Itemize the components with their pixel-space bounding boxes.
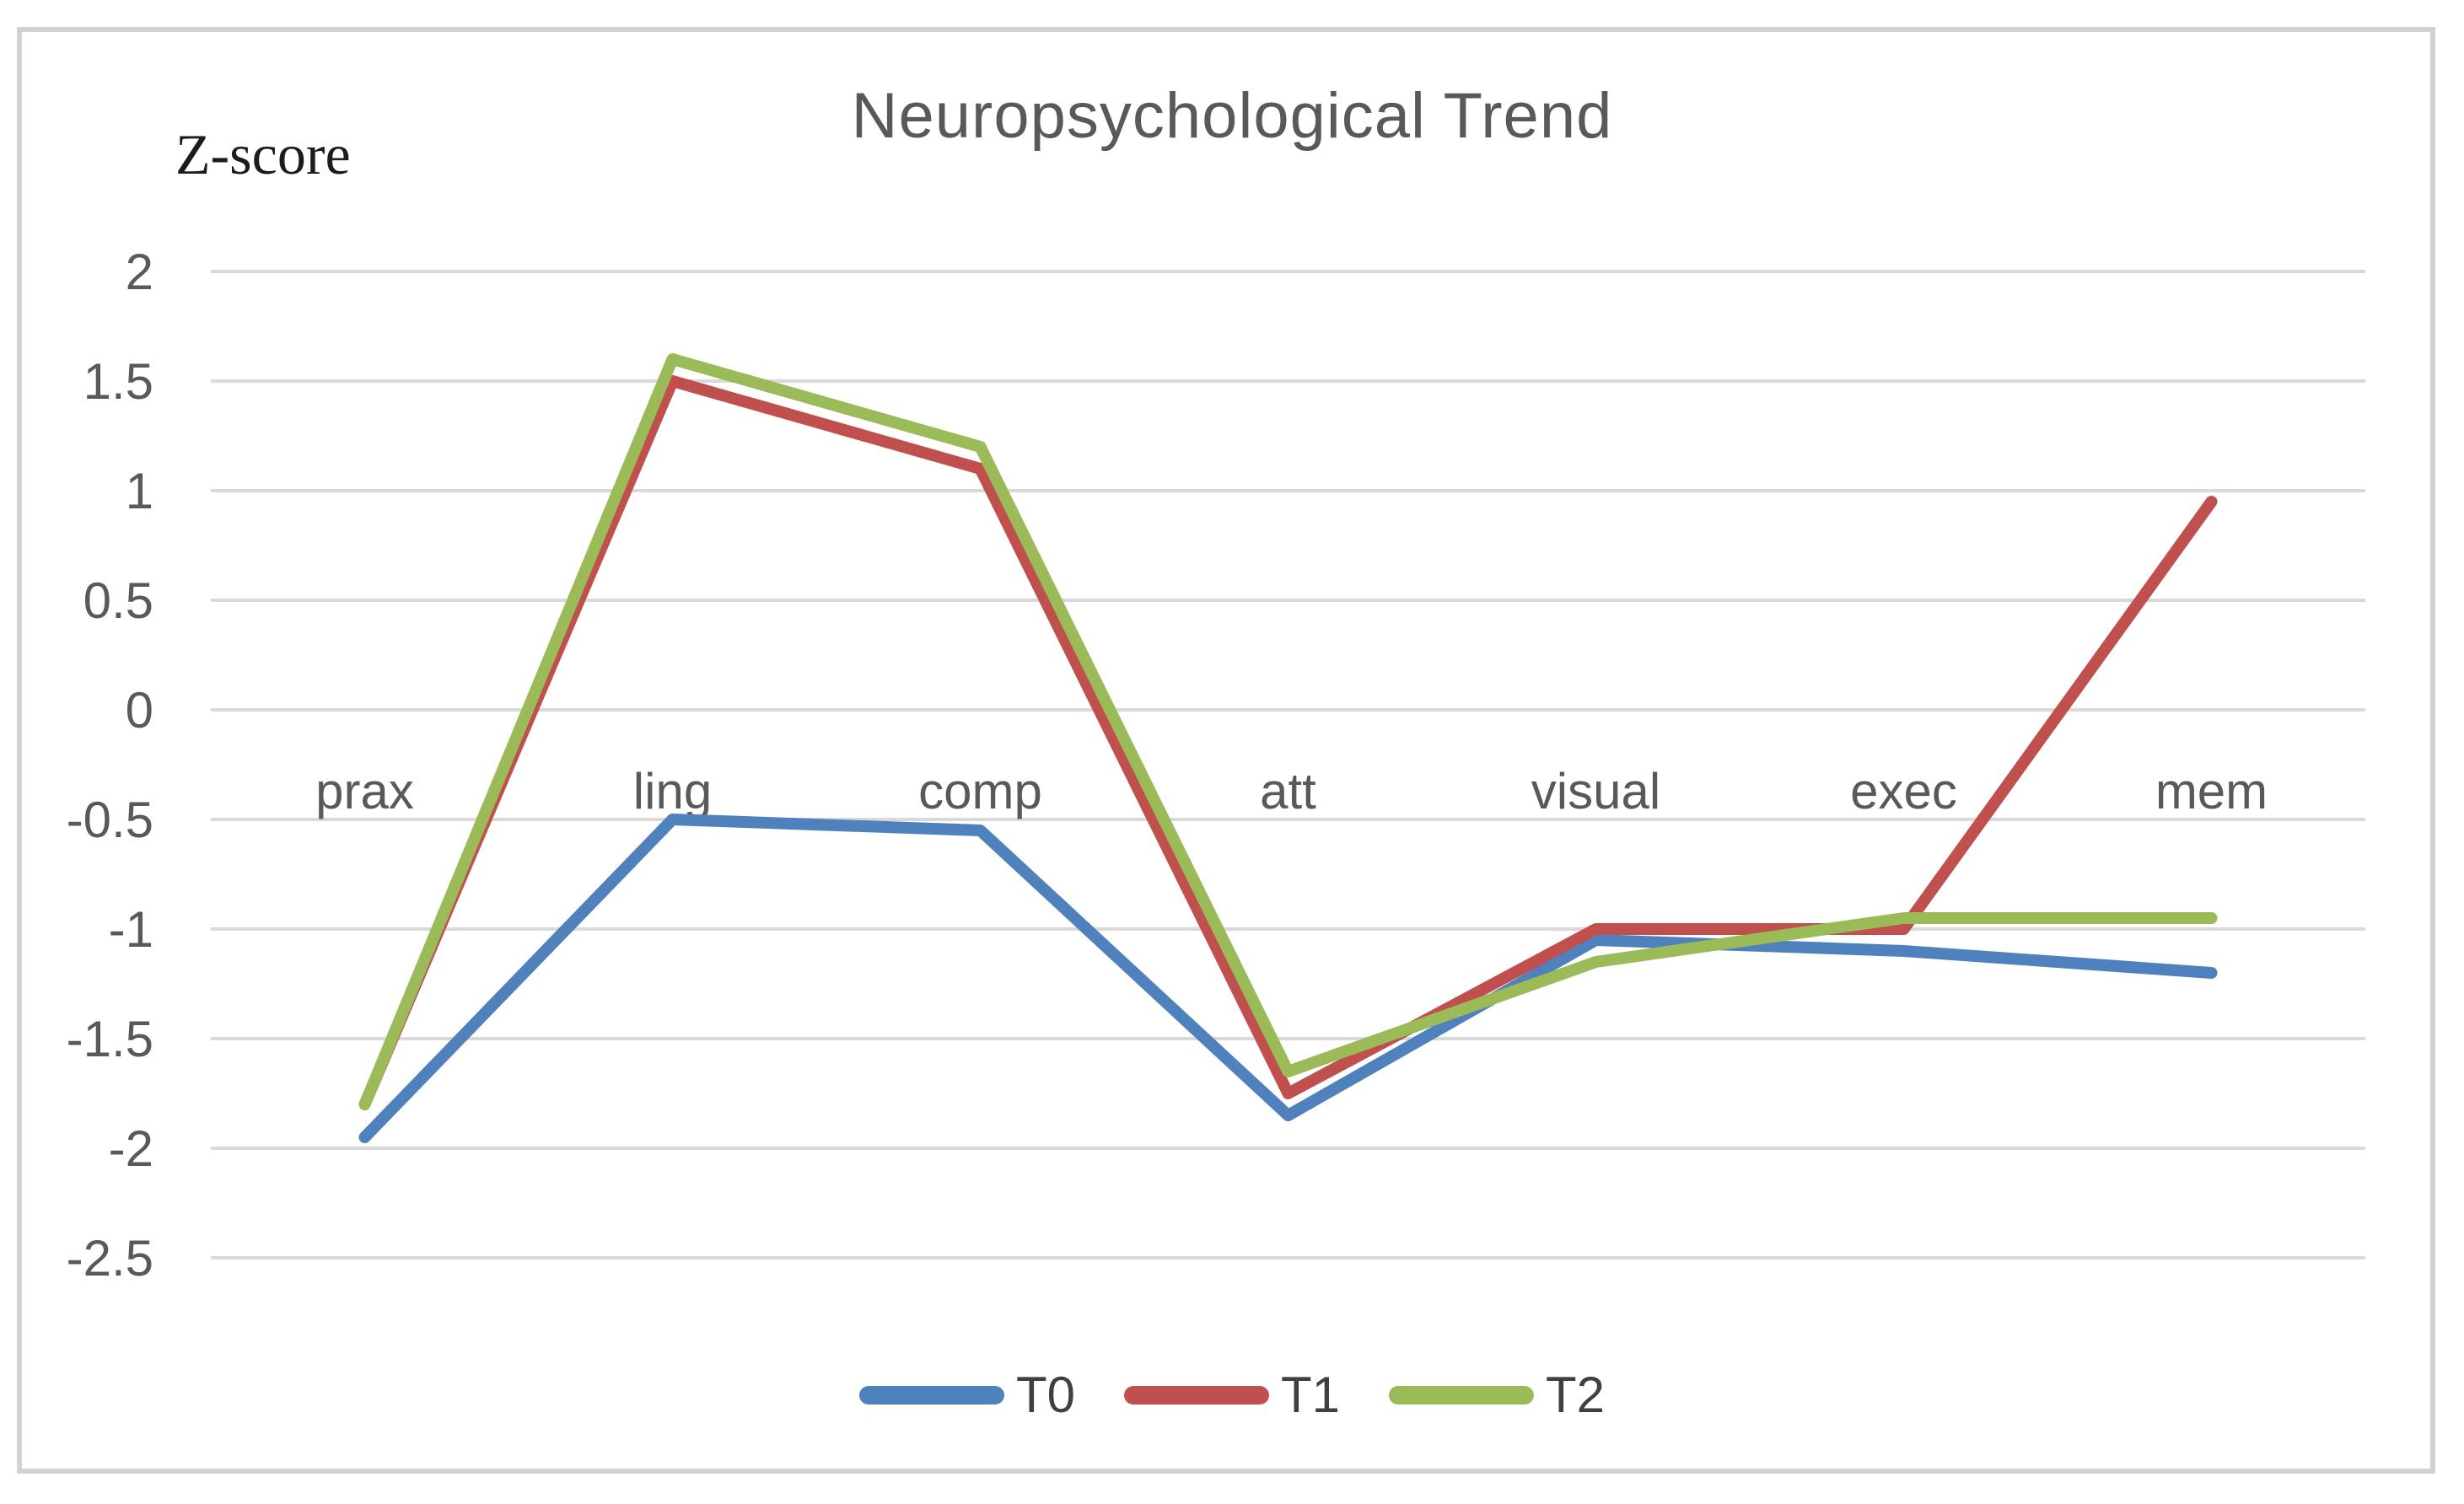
legend-swatch-t2 [1389, 1386, 1535, 1405]
category-label: att [1260, 763, 1316, 819]
legend-swatch-t0 [858, 1386, 1004, 1405]
y-axis-title: Z-score [175, 122, 351, 186]
y-tick-label: -2 [109, 1120, 153, 1177]
legend-item-t1: T1 [1123, 1367, 1341, 1423]
category-label: comp [918, 763, 1042, 819]
y-tick-label: 2 [126, 244, 153, 300]
y-tick-label: -0.5 [67, 792, 153, 848]
y-tick-label: 0 [126, 682, 153, 739]
y-tick-label: -1.5 [67, 1011, 153, 1067]
y-tick-label: -1 [109, 901, 153, 958]
series-line-t1 [358, 375, 2218, 1110]
series-line-t2 [358, 353, 2218, 1110]
y-tick-label: 1 [126, 463, 153, 519]
category-label: visual [1531, 763, 1660, 819]
y-tick-label: -2.5 [67, 1230, 153, 1286]
chart-legend: T0 T1 T2 [0, 1359, 2464, 1431]
y-tick-label: 1.5 [83, 353, 153, 410]
legend-label-t1: T1 [1280, 1367, 1341, 1423]
series-line-t0 [358, 814, 2218, 1143]
category-label: mem [2155, 763, 2268, 819]
legend-swatch-t1 [1123, 1386, 1269, 1405]
legend-item-t0: T0 [858, 1367, 1075, 1423]
category-label: prax [315, 763, 414, 819]
y-tick-label: 0.5 [83, 572, 153, 629]
legend-item-t2: T2 [1389, 1370, 1605, 1421]
category-label: exec [1850, 763, 1957, 819]
legend-label-t0: T0 [1015, 1367, 1075, 1423]
legend-label-t2: T2 [1546, 1367, 1606, 1423]
chart-title: Neuropsychological Trend [851, 80, 1613, 152]
category-label: ling [633, 763, 712, 819]
